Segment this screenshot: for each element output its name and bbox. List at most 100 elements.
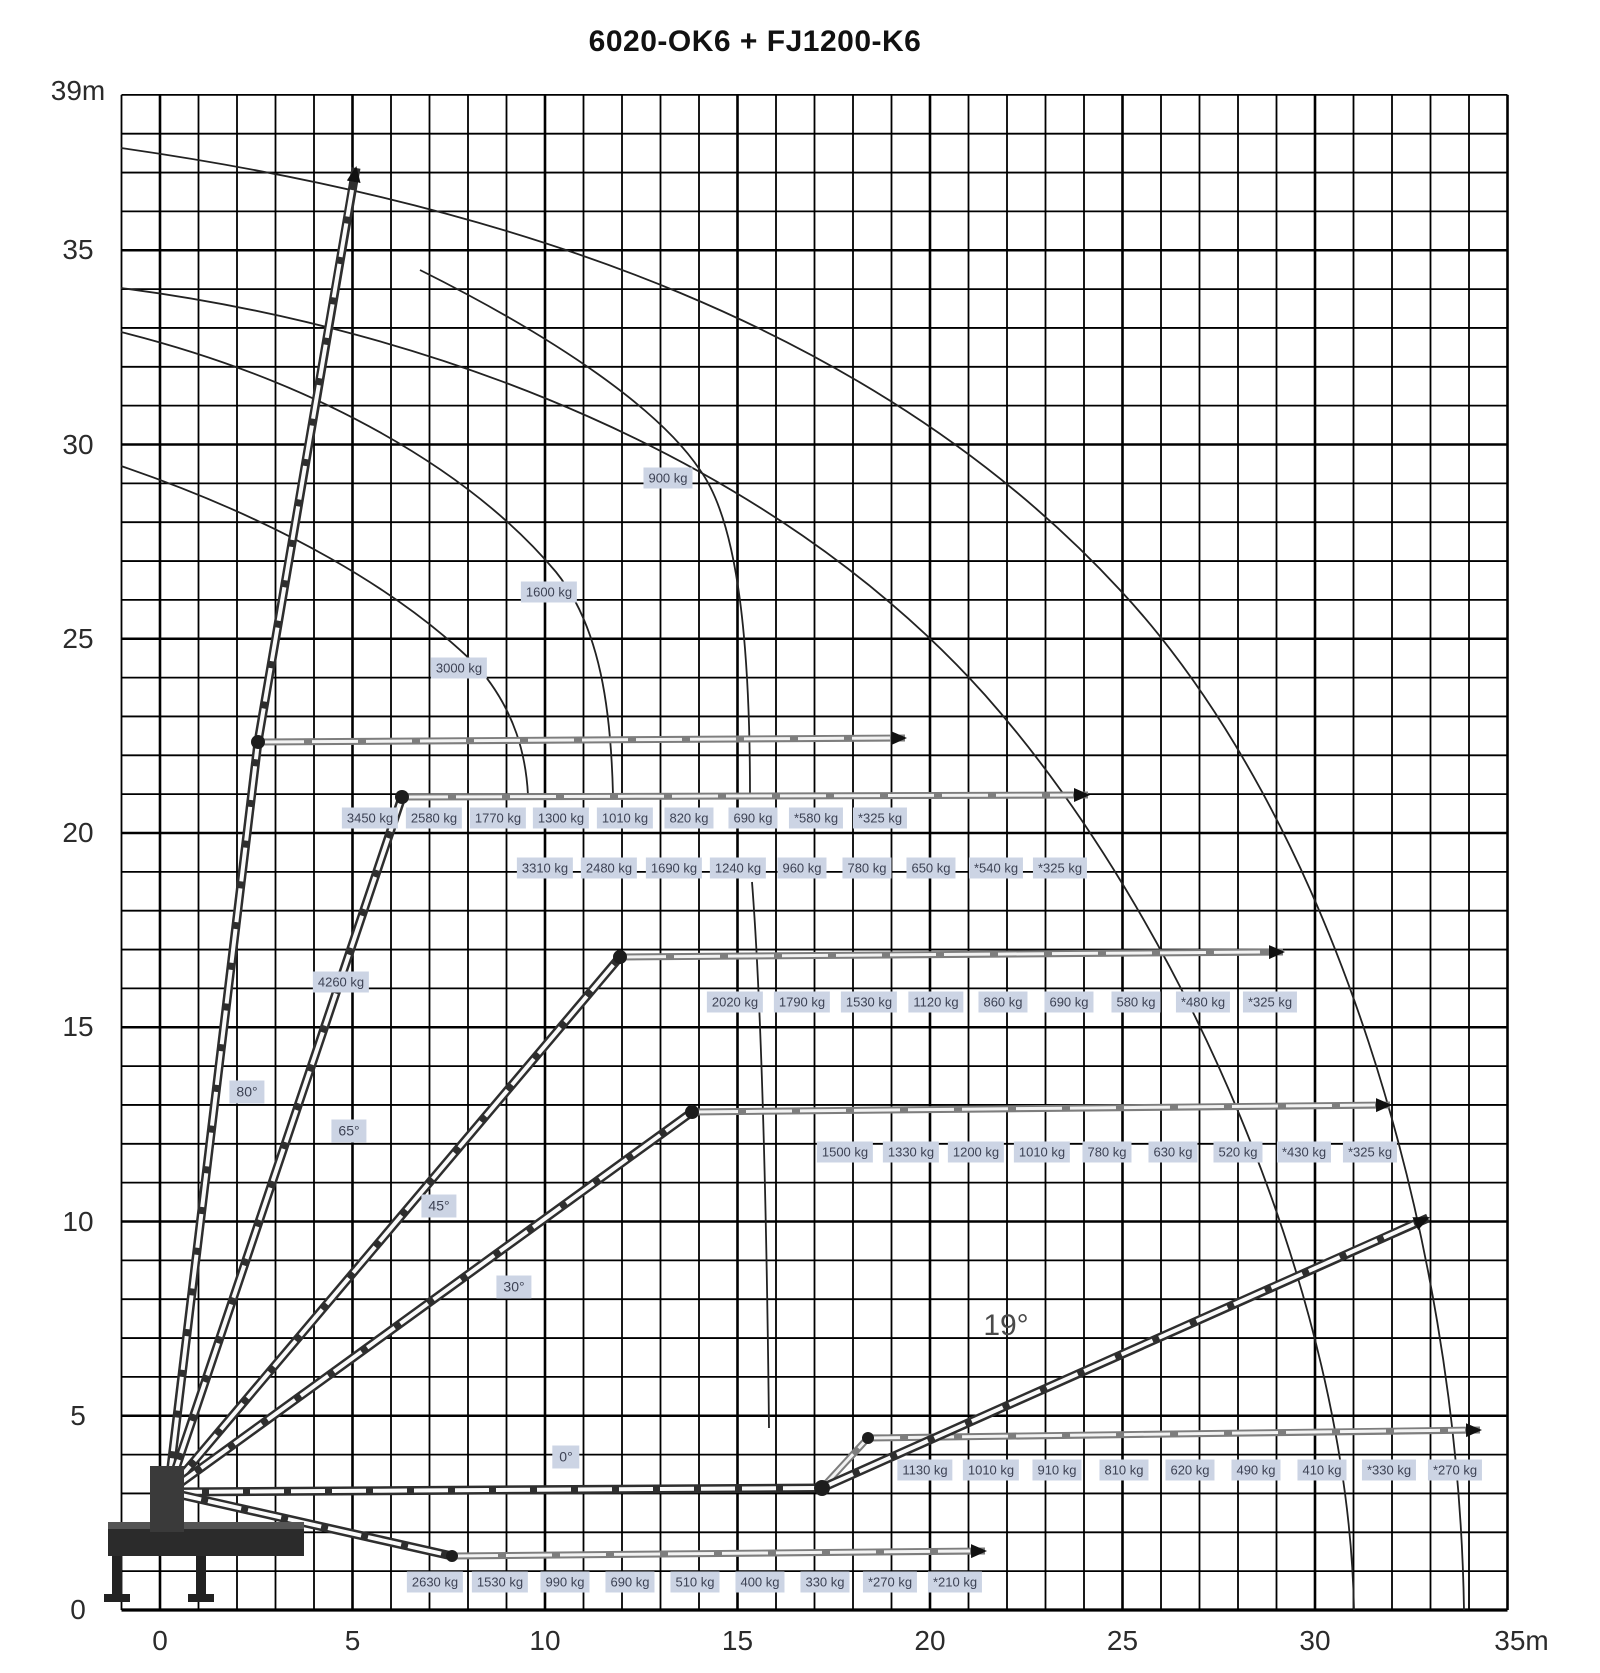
load-capacity-label: 810 kg: [1099, 1459, 1149, 1481]
load-capacity-label: *480 kg: [1175, 991, 1231, 1013]
load-capacity-label: 910 kg: [1032, 1459, 1082, 1481]
x-axis-tick-label: 10: [529, 1625, 561, 1656]
crane-base: [104, 1466, 304, 1602]
load-capacity-label: *325 kg: [1032, 857, 1088, 879]
load-capacity-label: 2480 kg: [580, 857, 638, 879]
load-capacity-label: 1790 kg: [773, 991, 831, 1013]
outer-envelope-curve: [120, 147, 1465, 1611]
y-axis-tick-label: 5: [70, 1399, 86, 1431]
load-capacity-label: *325 kg: [1242, 991, 1298, 1013]
boom-80deg-core: [166, 741, 260, 1493]
curve-1600kg: [120, 331, 614, 796]
x-axis-tick-label: 15: [721, 1625, 754, 1656]
curve-capacity-label: 900 kg: [643, 467, 693, 489]
load-capacity-label: 490 kg: [1231, 1459, 1281, 1481]
jib-below-horizontal-core: [451, 1549, 971, 1558]
load-capacity-label: 1240 kg: [709, 857, 767, 879]
boom-30deg-core: [166, 1110, 694, 1494]
y-axis-tick-label: 30: [62, 428, 94, 460]
load-capacity-label: 400 kg: [735, 1571, 785, 1593]
load-capacity-label: 510 kg: [670, 1571, 720, 1593]
load-capacity-label: 860 kg: [978, 991, 1028, 1013]
load-capacity-label: *270 kg: [1427, 1459, 1483, 1481]
jib-80deg-core: [257, 736, 891, 744]
boom-angle-label: 65°: [331, 1119, 367, 1143]
curve-3000kg: [120, 465, 529, 796]
y-axis-tick-label: 35: [62, 234, 94, 266]
load-capacity-label: 1010 kg: [962, 1459, 1020, 1481]
load-capacity-label: 410 kg: [1297, 1459, 1347, 1481]
x-axis-tick-label: 20: [914, 1625, 946, 1656]
load-capacity-label: 1130 kg: [897, 1459, 953, 1481]
load-capacity-label: 1300 kg: [532, 807, 590, 829]
curve-capacity-label: 3000 kg: [430, 657, 488, 679]
jib-80deg: [257, 731, 907, 746]
load-capacity-label: 690 kg: [1044, 991, 1094, 1013]
capacity-curves: [120, 147, 1465, 1611]
jib-65deg-core: [401, 793, 1074, 799]
load-capacity-label: 630 kg: [1148, 1141, 1198, 1163]
boom-angle-label: 30°: [496, 1275, 532, 1299]
boom-angle-label: 19°: [983, 1309, 1029, 1342]
load-capacity-label: 820 kg: [664, 807, 714, 829]
load-capacity-label: 960 kg: [777, 857, 827, 879]
y-axis-tick-label: 39m: [50, 74, 106, 106]
load-capacity-label: 690 kg: [605, 1571, 655, 1593]
load-capacity-label: 2580 kg: [405, 807, 463, 829]
load-capacity-label: 780 kg: [842, 857, 892, 879]
load-capacity-label: 650 kg: [906, 857, 956, 879]
curve-capacity-label: 1600 kg: [520, 581, 578, 603]
y-axis-tick-label: 0: [70, 1594, 86, 1625]
x-axis-tick-label: 0: [152, 1625, 168, 1656]
boom-45deg-core: [166, 955, 622, 1494]
x-axis-tick-label: 30: [1299, 1625, 1331, 1656]
curve-capacity-label: 4260 kg: [312, 971, 370, 993]
load-capacity-label: 1010 kg: [1013, 1141, 1071, 1163]
curve-900kg-lower: [751, 881, 770, 1429]
load-capacity-label: 2020 kg: [706, 991, 764, 1013]
x-axis-tick-label: 5: [344, 1625, 361, 1656]
y-axis-tick-label: 25: [62, 622, 94, 654]
load-capacity-label: 1010 kg: [596, 807, 654, 829]
curve-900kg: [419, 269, 751, 796]
load-capacity-label: 1200 kg: [947, 1141, 1005, 1163]
x-axis-tick-label: 35m: [1494, 1625, 1549, 1656]
boom-0deg-core: [167, 1486, 823, 1494]
load-capacity-label: 3310 kg: [516, 857, 574, 879]
boom-65deg: [163, 795, 407, 1494]
y-axis-tick-label: 10: [62, 1205, 94, 1237]
load-capacity-label: *270 kg: [862, 1571, 918, 1593]
load-capacity-label: 780 kg: [1082, 1141, 1132, 1163]
y-axis-tick-label: 20: [62, 817, 94, 848]
y-axis-tick-label: 15: [62, 1011, 94, 1043]
load-capacity-label: *325 kg: [1342, 1141, 1398, 1163]
load-capacity-label: 3450 kg: [341, 807, 399, 829]
boom-below-horizontal-core: [167, 1490, 453, 1558]
load-capacity-label: 520 kg: [1213, 1141, 1263, 1163]
load-capacity-label: 1770 kg: [469, 807, 527, 829]
load-capacity-label: 1690 kg: [645, 857, 703, 879]
load-capacity-label: *325 kg: [852, 807, 908, 829]
chart-title: 6020-OK6 + FJ1200-K6: [588, 25, 922, 58]
load-capacity-label: *210 kg: [927, 1571, 983, 1593]
load-capacity-label: 330 kg: [800, 1571, 850, 1593]
load-capacity-label: 1530 kg: [840, 991, 898, 1013]
load-capacity-label: 580 kg: [1111, 991, 1161, 1013]
load-capacity-label: *430 kg: [1276, 1141, 1332, 1163]
load-capacity-label: 690 kg: [728, 807, 778, 829]
boom-angle-label: 45°: [421, 1194, 457, 1218]
boom-angle-label: 80°: [229, 1080, 265, 1104]
load-capacity-label: *330 kg: [1361, 1459, 1417, 1481]
load-capacity-label: 1120 kg: [908, 991, 964, 1013]
boom-vertical-extension-core: [256, 189, 354, 743]
load-capacity-label: *580 kg: [788, 807, 844, 829]
load-capacity-label: *540 kg: [968, 857, 1024, 879]
boom-angle-label: 0°: [552, 1445, 580, 1469]
grid: [120, 93, 1509, 1612]
inner-envelope-curve: [120, 287, 1355, 1611]
load-capacity-label: 1330 kg: [882, 1141, 940, 1163]
load-capacity-label: 1500 kg: [816, 1141, 874, 1163]
load-capacity-label: 2630 kg: [406, 1571, 464, 1593]
